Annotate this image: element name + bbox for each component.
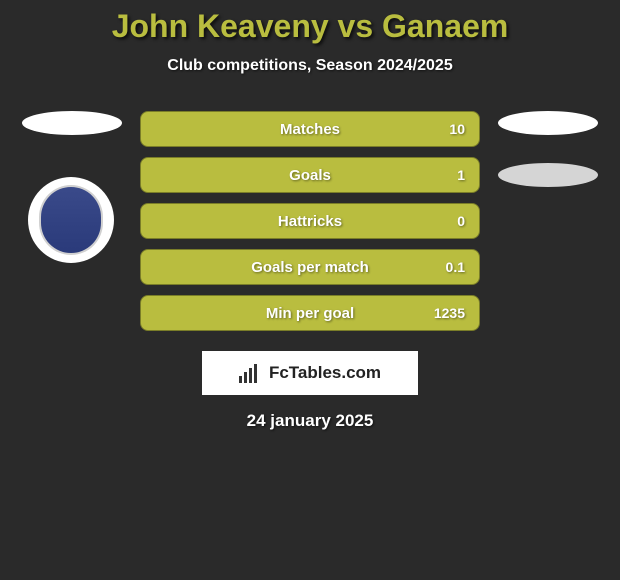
stat-label: Goals per match [155,259,465,276]
stat-row-goals: Goals 1 [140,157,480,193]
stat-label: Min per goal [155,305,465,322]
stat-value: 0 [457,213,465,229]
stat-label: Matches [155,121,465,138]
player-right-slot-1 [498,111,598,135]
stat-label: Goals [155,167,465,184]
left-player-column [22,111,122,263]
infographic-container: John Keaveny vs Ganaem Club competitions… [0,0,620,431]
subtitle: Club competitions, Season 2024/2025 [0,57,620,75]
brand-text: FcTables.com [269,363,381,383]
stat-value: 1 [457,167,465,183]
stat-label: Hattricks [155,213,465,230]
brand-badge: FcTables.com [202,351,418,395]
right-player-column [498,111,598,187]
comparison-layout: Matches 10 Goals 1 Hattricks 0 Goals per… [0,111,620,331]
page-title: John Keaveny vs Ganaem [0,8,620,45]
bar-chart-icon [239,363,261,383]
stat-rows: Matches 10 Goals 1 Hattricks 0 Goals per… [140,111,480,331]
stat-row-min-per-goal: Min per goal 1235 [140,295,480,331]
stat-value: 10 [449,121,465,137]
stat-row-hattricks: Hattricks 0 [140,203,480,239]
team-crest-left [28,177,114,263]
player-left-slot-1 [22,111,122,135]
player-right-slot-2 [498,163,598,187]
stat-value: 0.1 [446,259,465,275]
stat-value: 1235 [434,305,465,321]
date-text: 24 january 2025 [0,411,620,431]
shield-icon [39,185,103,255]
stat-row-goals-per-match: Goals per match 0.1 [140,249,480,285]
stat-row-matches: Matches 10 [140,111,480,147]
